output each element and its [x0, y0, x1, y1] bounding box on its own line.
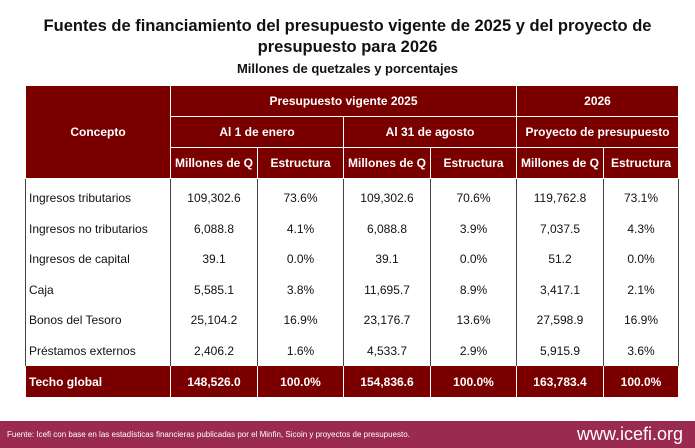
header-group-2025: Presupuesto vigente 2025 — [170, 85, 517, 117]
footer-bar: Fuente: Icefi con base en las estadístic… — [0, 421, 695, 448]
table-row: Ingresos no tributarios 6,088.8 4.1% 6,088.… — [25, 213, 680, 244]
source-note: Fuente: Icefi con base en las estadístic… — [7, 430, 410, 439]
estructura-cell: 13.6% — [430, 305, 517, 336]
estructura-cell: 100.0% — [257, 366, 344, 397]
row-label: Ingresos de capital — [25, 244, 171, 275]
page-subtitle: Millones de quetzales y porcentajes — [236, 61, 459, 76]
row-label: Techo global — [25, 366, 171, 397]
header-millones: Millones de Q — [343, 147, 431, 179]
header-estructura: Estructura — [602, 147, 680, 179]
header-millones: Millones de Q — [170, 147, 258, 179]
millones-cell: 11,695.7 — [343, 274, 431, 305]
header-al-1-enero: Al 1 de enero — [170, 116, 344, 148]
estructura-cell: 2.1% — [602, 274, 680, 305]
millones-cell: 2,406.2 — [170, 335, 258, 366]
financing-table: Concepto Presupuesto vigente 2025 2026 A… — [25, 85, 680, 397]
table-row: Caja 5,585.1 3.8% 11,695.7 8.9% 3,417.1 2.1% — [25, 274, 680, 305]
millones-cell: 7,037.5 — [516, 213, 604, 244]
millones-cell: 6,088.8 — [170, 213, 258, 244]
millones-cell: 25,104.2 — [170, 305, 258, 336]
estructura-cell: 16.9% — [602, 305, 680, 336]
website-link[interactable]: www.icefi.org — [576, 424, 683, 444]
millones-cell: 109,302.6 — [343, 178, 431, 214]
estructura-cell: 4.1% — [257, 213, 344, 244]
row-label: Ingresos no tributarios — [25, 213, 171, 244]
estructura-cell: 3.6% — [602, 335, 680, 366]
estructura-cell: 0.0% — [430, 244, 517, 275]
millones-cell: 27,598.9 — [516, 305, 604, 336]
header-concepto: Concepto — [25, 85, 171, 179]
table-row: Bonos del Tesoro 25,104.2 16.9% 23,176.7 13.… — [25, 305, 680, 336]
estructura-cell: 70.6% — [430, 178, 517, 214]
estructura-cell: 4.3% — [602, 213, 680, 244]
estructura-cell: 8.9% — [430, 274, 517, 305]
millones-cell: 163,783.4 — [516, 366, 604, 397]
millones-cell: 39.1 — [170, 244, 258, 275]
estructura-cell: 73.6% — [257, 178, 344, 214]
row-label: Ingresos tributarios — [25, 178, 171, 214]
row-label: Caja — [25, 274, 171, 305]
estructura-cell: 3.8% — [257, 274, 344, 305]
header-millones: Millones de Q — [516, 147, 604, 179]
table-row: Préstamos externos 2,406.2 1.6% 4,533.7 2.9%… — [25, 335, 680, 366]
estructura-cell: 3.9% — [430, 213, 517, 244]
row-label: Préstamos externos — [25, 335, 171, 366]
millones-cell: 3,417.1 — [516, 274, 604, 305]
estructura-cell: 0.0% — [257, 244, 344, 275]
millones-cell: 23,176.7 — [343, 305, 431, 336]
table-row: Ingresos tributarios 109,302.6 73.6% 109,30… — [25, 178, 680, 214]
estructura-cell: 1.6% — [257, 335, 344, 366]
millones-cell: 5,915.9 — [516, 335, 604, 366]
estructura-cell: 2.9% — [430, 335, 517, 366]
millones-cell: 119,762.8 — [516, 178, 604, 214]
estructura-cell: 100.0% — [602, 366, 680, 397]
row-label: Bonos del Tesoro — [25, 305, 171, 336]
estructura-cell: 16.9% — [257, 305, 344, 336]
header-estructura: Estructura — [257, 147, 344, 179]
estructura-cell: 73.1% — [602, 178, 680, 214]
header-estructura: Estructura — [430, 147, 517, 179]
header-group-2026: 2026 — [515, 85, 680, 117]
total-row: Techo global 148,526.0 100.0% 154,836.6 100.… — [25, 366, 680, 397]
header-proyecto: Proyecto de presupuesto — [515, 116, 680, 148]
millones-cell: 39.1 — [343, 244, 431, 275]
table-row: Ingresos de capital 39.1 0.0% 39.1 0.0% 51.2 0… — [25, 244, 680, 275]
millones-cell: 109,302.6 — [170, 178, 258, 214]
millones-cell: 148,526.0 — [170, 366, 258, 397]
estructura-cell: 0.0% — [602, 244, 680, 275]
millones-cell: 6,088.8 — [343, 213, 431, 244]
millones-cell: 4,533.7 — [343, 335, 431, 366]
estructura-cell: 100.0% — [430, 366, 517, 397]
millones-cell: 5,585.1 — [170, 274, 258, 305]
millones-cell: 51.2 — [516, 244, 604, 275]
millones-cell: 154,836.6 — [343, 366, 431, 397]
header-al-31-agosto: Al 31 de agosto — [343, 116, 517, 148]
page-title: Fuentes de financiamiento del presupuest… — [43, 17, 652, 56]
